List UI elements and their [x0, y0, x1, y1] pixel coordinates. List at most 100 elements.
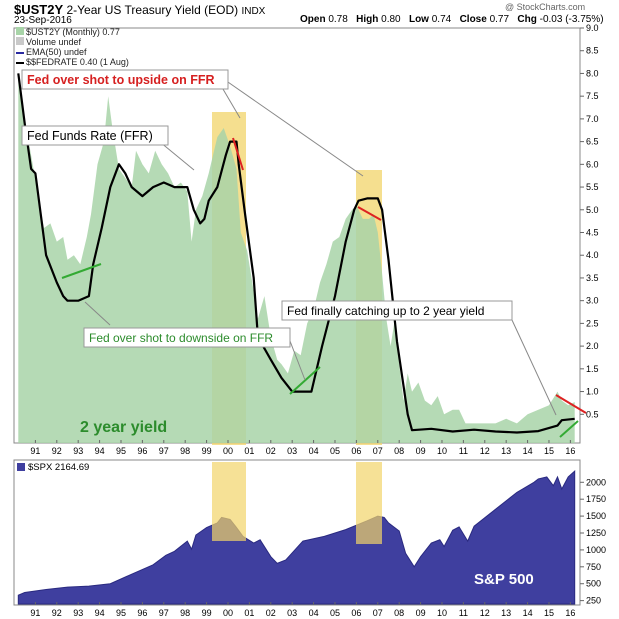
x-tick-label: 95: [116, 608, 126, 618]
spx-y-tick-label: 500: [586, 579, 601, 589]
y-tick-label: 7.0: [586, 114, 599, 124]
x-tick-label: 10: [437, 608, 447, 618]
y-tick-label: 3.5: [586, 273, 599, 283]
chart-date: 23-Sep-2016: [14, 15, 72, 26]
spx-label: S&P 500: [474, 571, 534, 588]
annotation-ffr: Fed Funds Rate (FFR): [27, 129, 153, 143]
low-label: Low: [408, 14, 429, 25]
annotation-catchup-box: [281, 300, 513, 321]
open-label: Open: [300, 14, 326, 25]
yield-y-axis: 0.5 1.0 1.5 2.0 2.5 3.0 3.5 4.0 4.5 5.0 5.5 6.0 6.5 7…: [580, 23, 599, 419]
close-label: Close: [459, 14, 487, 25]
open-value: 0.78: [328, 14, 348, 25]
x-tick-label: 01: [244, 446, 254, 456]
x-tick-label: 12: [480, 608, 490, 618]
yield-area-series: [18, 73, 575, 444]
green-trend-mark-1993: [61, 263, 102, 279]
x-tick-label: 97: [159, 608, 169, 618]
x-tick-label: 03: [287, 446, 297, 456]
spx-legend-swatch: [17, 463, 25, 471]
y-tick-label: 0.5: [586, 409, 599, 419]
y-tick-label: 4.0: [586, 250, 599, 260]
x-tick-label: 09: [416, 446, 426, 456]
annotation-catchup: Fed finally catching up to 2 year yield: [287, 304, 484, 318]
x-tick-label: 09: [416, 608, 426, 618]
x-tick-label: 92: [52, 608, 62, 618]
y-tick-label: 7.5: [586, 91, 599, 101]
y-tick-label: 2.5: [586, 318, 599, 328]
x-tick-label: 15: [544, 608, 554, 618]
spx-y-tick-label: 250: [586, 596, 601, 606]
spx-y-tick-label: 2000: [586, 477, 606, 487]
x-tick-label: 99: [202, 446, 212, 456]
x-tick-label: 91: [30, 608, 40, 618]
y-tick-label: 5.0: [586, 205, 599, 215]
x-tick-label: 14: [523, 446, 533, 456]
green-trend-mark-2016: [559, 420, 579, 438]
x-tick-label: 12: [480, 446, 490, 456]
x-tick-label: 10: [437, 446, 447, 456]
chg-value: -0.03 (-3.75%): [539, 14, 604, 25]
x-tick-label: 15: [544, 446, 554, 456]
x-tick-label: 08: [394, 446, 404, 456]
annotation-downside: Fed over shot to downside on FFR: [89, 331, 273, 345]
close-value: 0.77: [489, 14, 510, 25]
x-tick-label: 11: [459, 446, 468, 456]
x-tick-label: 98: [180, 446, 190, 456]
spx-y-tick-label: 1750: [586, 494, 606, 504]
title-text: 2-Year US Treasury Yield (EOD): [66, 3, 239, 17]
x-tick-label: 05: [330, 608, 340, 618]
y-tick-label: 2.0: [586, 341, 599, 351]
annotation-ffr-box: [21, 125, 169, 146]
y-tick-label: 1.0: [586, 387, 599, 397]
yield-label: 2 year yield: [80, 419, 167, 436]
spx-y-tick-label: 750: [586, 562, 601, 572]
x-tick-label: 01: [244, 608, 254, 618]
spx-y-tick-label: 1000: [586, 545, 606, 555]
high-value: 0.80: [381, 14, 401, 25]
x-tick-label: 92: [52, 446, 62, 456]
legend-yield: $UST2Y (Monthly) 0.77: [16, 27, 120, 37]
x-tick-label: 02: [266, 608, 276, 618]
x-tick-label: 06: [351, 608, 361, 618]
y-tick-label: 8.0: [586, 68, 599, 78]
yield-x-axis: 91 92 93 94 95 96 97 98 99 00 01 02 03 04 05 06 07 08 09 10…: [30, 440, 575, 456]
x-tick-label: 03: [287, 608, 297, 618]
y-tick-label: 8.5: [586, 46, 599, 56]
spx-x-axis: 91 92 93 94 95 96 97 98 99 00 01 02 03 04 05 06 07 08 09 10…: [30, 602, 575, 618]
x-tick-label: 97: [159, 446, 169, 456]
x-tick-label: 13: [501, 608, 511, 618]
x-tick-label: 94: [95, 608, 105, 618]
chart-title: $UST2Y 2-Year US Treasury Yield (EOD) IN…: [14, 2, 265, 17]
red-trend-mark-2001: [232, 137, 244, 171]
spx-legend: $SPX 2164.69: [28, 462, 89, 473]
x-tick-label: 07: [373, 446, 383, 456]
spx-area-series: [17, 469, 576, 605]
x-tick-label: 00: [223, 446, 233, 456]
exchange: INDX: [241, 6, 266, 17]
y-tick-label: 3.0: [586, 296, 599, 306]
ffr-line-series: [17, 73, 575, 434]
spx-y-axis: 250 500 750 1000 1250 1500 1750 2000: [580, 477, 606, 606]
high-label: High: [356, 14, 379, 25]
x-tick-label: 96: [137, 446, 147, 456]
x-tick-label: 16: [565, 608, 575, 618]
x-tick-label: 94: [95, 446, 105, 456]
red-trend-mark-2007: [357, 206, 382, 221]
annotation-downside-box: [83, 327, 291, 348]
brand-watermark: @ StockCharts.com: [505, 2, 586, 12]
y-tick-label: 6.0: [586, 159, 599, 169]
callout-pointers: [84, 79, 557, 416]
legend-ema: EMA(50) undef: [16, 47, 87, 57]
x-tick-label: 16: [565, 446, 575, 456]
spx-y-tick-label: 1250: [586, 528, 606, 538]
x-tick-label: 04: [309, 446, 319, 456]
red-trend-mark-2016: [555, 394, 587, 414]
x-tick-label: 96: [137, 608, 147, 618]
x-tick-label: 00: [223, 608, 233, 618]
y-tick-label: 5.5: [586, 182, 599, 192]
legend-fedrate: $$FEDRATE 0.40 (1 Aug): [16, 57, 129, 67]
legend-volume: Volume undef: [16, 37, 81, 47]
x-tick-label: 11: [459, 608, 468, 618]
